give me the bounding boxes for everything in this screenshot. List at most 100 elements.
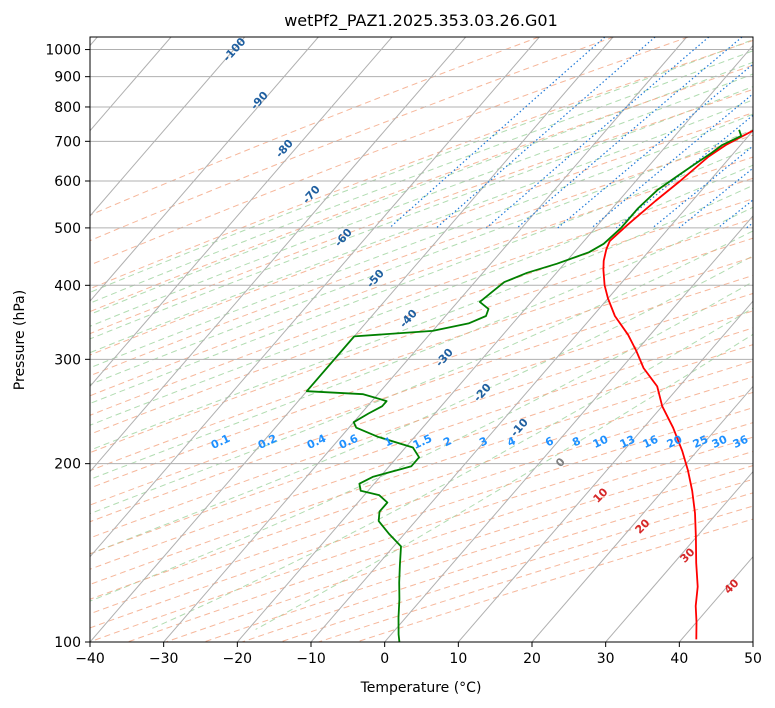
dry-adiabat-line xyxy=(90,39,753,290)
isotherm-line xyxy=(90,37,319,302)
chart-title: wetPf2_PAZ1.2025.353.03.26.G01 xyxy=(284,11,558,31)
x-tick-label: −30 xyxy=(149,651,179,667)
x-tick-label: −40 xyxy=(75,651,105,667)
plot-frame xyxy=(89,36,754,643)
moist-adiabat-line xyxy=(90,184,753,451)
dry-adiabat-line xyxy=(356,518,753,642)
isotherm-line xyxy=(90,37,393,388)
isotherm-line xyxy=(752,641,753,642)
moist-adiabat-line xyxy=(90,61,753,315)
dewpoint-line xyxy=(305,129,743,642)
x-tick-label: −10 xyxy=(296,651,326,667)
mixing-ratio-line xyxy=(486,37,710,229)
x-tick-label: 40 xyxy=(670,651,688,667)
dry-adiabat-line xyxy=(90,237,753,472)
moist-adiabat-label: 0 xyxy=(553,455,568,470)
dry-adiabat-lines xyxy=(90,37,753,642)
y-axis-ticks: 100 200 300 400 500 600 700 800 900 1000 xyxy=(45,43,90,651)
y-tick-label: 200 xyxy=(54,457,81,473)
dry-adiabat-line xyxy=(280,492,753,642)
dry-adiabat-label: -50 xyxy=(364,267,387,291)
isotherm-line xyxy=(90,37,246,217)
y-tick-label: 800 xyxy=(54,100,81,116)
mixing-ratio-line xyxy=(436,37,656,229)
moist-adiabat-line xyxy=(90,206,753,480)
moist-adiabat-line xyxy=(90,255,753,555)
isotherm-line xyxy=(163,37,688,642)
x-tick-label: 30 xyxy=(597,651,615,667)
moist-adiabat-label: 10 xyxy=(591,485,611,505)
dry-adiabat-line xyxy=(241,478,753,642)
moist-adiabat-line xyxy=(90,73,753,327)
isotherm-line xyxy=(90,37,467,473)
dry-adiabat-line xyxy=(127,436,753,642)
isotherm-line xyxy=(605,470,753,642)
mixing-ratio-label: 36 xyxy=(731,433,751,451)
mixing-ratio-label: 0.1 xyxy=(209,432,232,452)
y-tick-label: 700 xyxy=(54,134,81,150)
mixing-ratio-label: 25 xyxy=(691,433,710,451)
isotherm-lines xyxy=(90,37,753,642)
dry-adiabat-line xyxy=(90,407,753,629)
dry-adiabat-line xyxy=(90,256,753,489)
isotherm-line xyxy=(90,37,540,558)
dry-adiabat-line xyxy=(90,134,753,377)
dry-adiabat-label: -30 xyxy=(433,346,456,370)
mixing-ratio-label: 6 xyxy=(543,434,556,449)
isotherm-line xyxy=(457,300,753,642)
dry-adiabat-line xyxy=(90,360,753,585)
pressure-grid-lines xyxy=(90,49,753,642)
mixing-ratio-line xyxy=(769,37,775,228)
y-tick-label: 400 xyxy=(54,278,81,294)
moist-adiabat-line xyxy=(149,307,753,630)
mixing-ratio-label: 0.2 xyxy=(256,432,279,452)
dry-adiabat-line xyxy=(90,310,753,539)
moist-adiabat-label: 20 xyxy=(633,516,653,536)
mixing-ratio-label: 16 xyxy=(641,433,661,451)
mixing-ratio-lines xyxy=(389,37,775,229)
isotherm-line xyxy=(236,44,753,642)
y-tick-label: 100 xyxy=(54,635,81,651)
moist-adiabat-line xyxy=(90,39,753,293)
mixing-ratio-label: 2 xyxy=(441,434,453,449)
dry-adiabat-line xyxy=(90,376,753,600)
x-tick-label: −20 xyxy=(223,651,253,667)
moist-adiabat-line xyxy=(255,333,753,630)
mixing-ratio-line xyxy=(615,114,753,229)
y-tick-label: 900 xyxy=(54,70,81,86)
mixing-ratio-line xyxy=(389,37,606,229)
y-tick-label: 600 xyxy=(54,174,81,190)
dry-adiabat-line xyxy=(90,112,753,356)
dry-adiabat-line xyxy=(90,292,753,523)
isotherm-line xyxy=(384,215,753,642)
y-tick-label: 500 xyxy=(54,221,81,237)
dry-adiabat-label: -60 xyxy=(332,226,355,250)
mixing-ratio-line xyxy=(516,37,743,229)
isotherm-line xyxy=(310,129,753,642)
mixing-ratio-label: 0.4 xyxy=(305,432,328,452)
mixing-ratio-label: 30 xyxy=(710,433,730,451)
dry-adiabat-line xyxy=(90,391,753,615)
x-axis-label: Temperature (°C) xyxy=(360,680,482,696)
dry-adiabat-line xyxy=(90,274,753,506)
dry-adiabat-line xyxy=(90,218,753,454)
dry-adiabat-label: -90 xyxy=(248,89,271,113)
dry-adiabat-line xyxy=(90,344,753,570)
mixing-ratio-label: 13 xyxy=(618,433,637,451)
x-axis-ticks: −40 −30 −20 −10 0 10 20 30 40 50 xyxy=(75,642,762,667)
dry-adiabat-line xyxy=(90,156,753,397)
plot-area xyxy=(90,37,775,642)
mixing-ratio-label: 10 xyxy=(591,433,611,451)
dry-adiabat-label: -80 xyxy=(273,137,296,161)
mixing-ratio-line xyxy=(717,199,753,229)
y-axis-label: Pressure (hPa) xyxy=(12,290,28,390)
isotherm-line xyxy=(531,385,753,642)
dry-adiabat-line xyxy=(90,177,753,416)
moist-adiabat-line xyxy=(90,146,753,405)
moist-adiabat-label: 30 xyxy=(678,545,698,565)
y-tick-label: 300 xyxy=(54,352,81,368)
dry-adiabat-line xyxy=(90,37,689,266)
x-tick-label: 0 xyxy=(380,651,389,667)
mixing-ratio-label: 0.6 xyxy=(337,432,360,452)
